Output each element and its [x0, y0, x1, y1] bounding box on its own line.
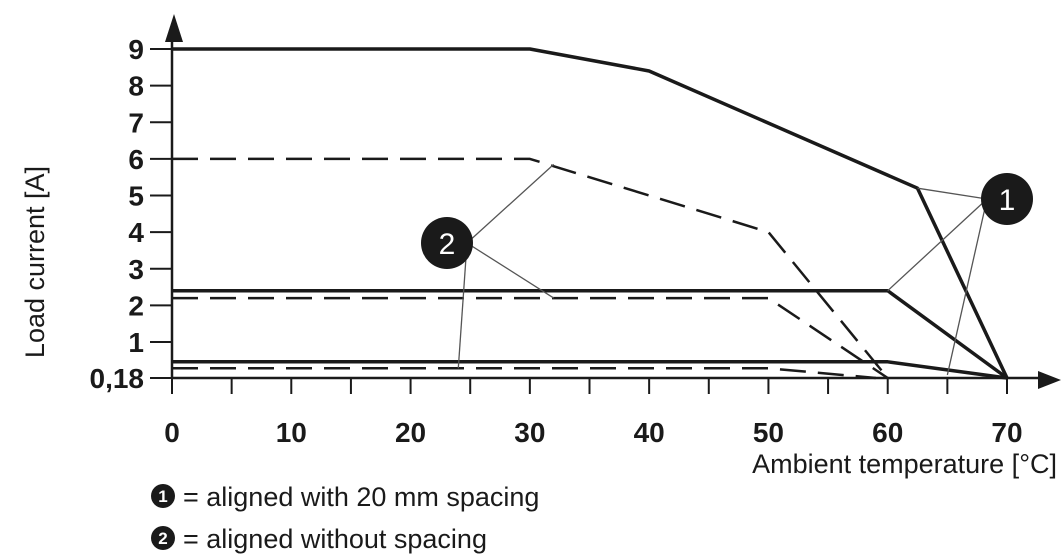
- callout-leader-1: [946, 198, 988, 376]
- y-tick-label: 9: [128, 34, 144, 65]
- series-line-1: [172, 47, 1009, 379]
- callout-leader-2: [466, 242, 555, 299]
- series-layer: [172, 47, 1009, 380]
- callout-leader-2: [457, 242, 468, 369]
- x-tick-label: 0: [164, 417, 180, 448]
- series-line-2: [172, 288, 1009, 380]
- series-line-4: [172, 157, 889, 379]
- x-tick-label: 70: [991, 417, 1022, 448]
- y-tick-label: 3: [128, 254, 144, 285]
- y-axis-title: Load current [A]: [20, 166, 50, 358]
- series-line-6: [172, 367, 876, 380]
- tick-layer: 0 10 20 30 40 50 60 70 0,18 1 2 3 4 5 6 7 8 9: [90, 34, 1023, 448]
- x-tick-label: 20: [395, 417, 426, 448]
- series-line-5: [172, 296, 889, 380]
- y-tick-label: 0,18: [90, 363, 145, 394]
- callout-leader-1: [917, 187, 988, 200]
- y-tick-label: 2: [128, 290, 144, 321]
- axes: [165, 14, 1061, 389]
- y-tick-label: 4: [128, 217, 144, 248]
- legend-item-2: 2 = aligned without spacing: [151, 524, 487, 554]
- callout-leader-1: [887, 198, 988, 292]
- callout-marker-label: 1: [999, 184, 1016, 217]
- x-tick-label: 60: [872, 417, 903, 448]
- y-axis-arrow: [165, 14, 183, 42]
- y-tick-label: 5: [128, 181, 144, 212]
- legend-item-1: 1 = aligned with 20 mm spacing: [151, 482, 539, 512]
- callout-marker-label: 2: [439, 228, 456, 261]
- legend-marker-1-label: 1: [158, 487, 167, 506]
- y-tick-label: 1: [128, 327, 144, 358]
- callout-leader-2: [466, 163, 555, 244]
- x-axis-arrow: [1038, 371, 1061, 389]
- legend-text-2: = aligned without spacing: [183, 524, 487, 554]
- callout-marker-2: [421, 217, 473, 269]
- x-tick-label: 40: [634, 417, 665, 448]
- legend-marker-2: [151, 526, 175, 550]
- y-tick-label: 8: [128, 71, 144, 102]
- legend: 1 = aligned with 20 mm spacing 2 = align…: [151, 482, 539, 554]
- callout-marker-1: [981, 173, 1033, 225]
- y-tick-label: 6: [128, 144, 144, 175]
- x-axis-title: Ambient temperature [°C]: [752, 449, 1057, 479]
- legend-text-1: = aligned with 20 mm spacing: [183, 482, 539, 512]
- legend-marker-2-label: 2: [158, 529, 167, 548]
- legend-marker-1: [151, 484, 175, 508]
- callout-layer: 12: [421, 163, 1033, 376]
- x-tick-label: 30: [514, 417, 545, 448]
- y-tick-label: 7: [128, 107, 144, 138]
- series-line-3: [172, 360, 1008, 380]
- x-tick-label: 10: [276, 417, 307, 448]
- x-tick-label: 50: [753, 417, 784, 448]
